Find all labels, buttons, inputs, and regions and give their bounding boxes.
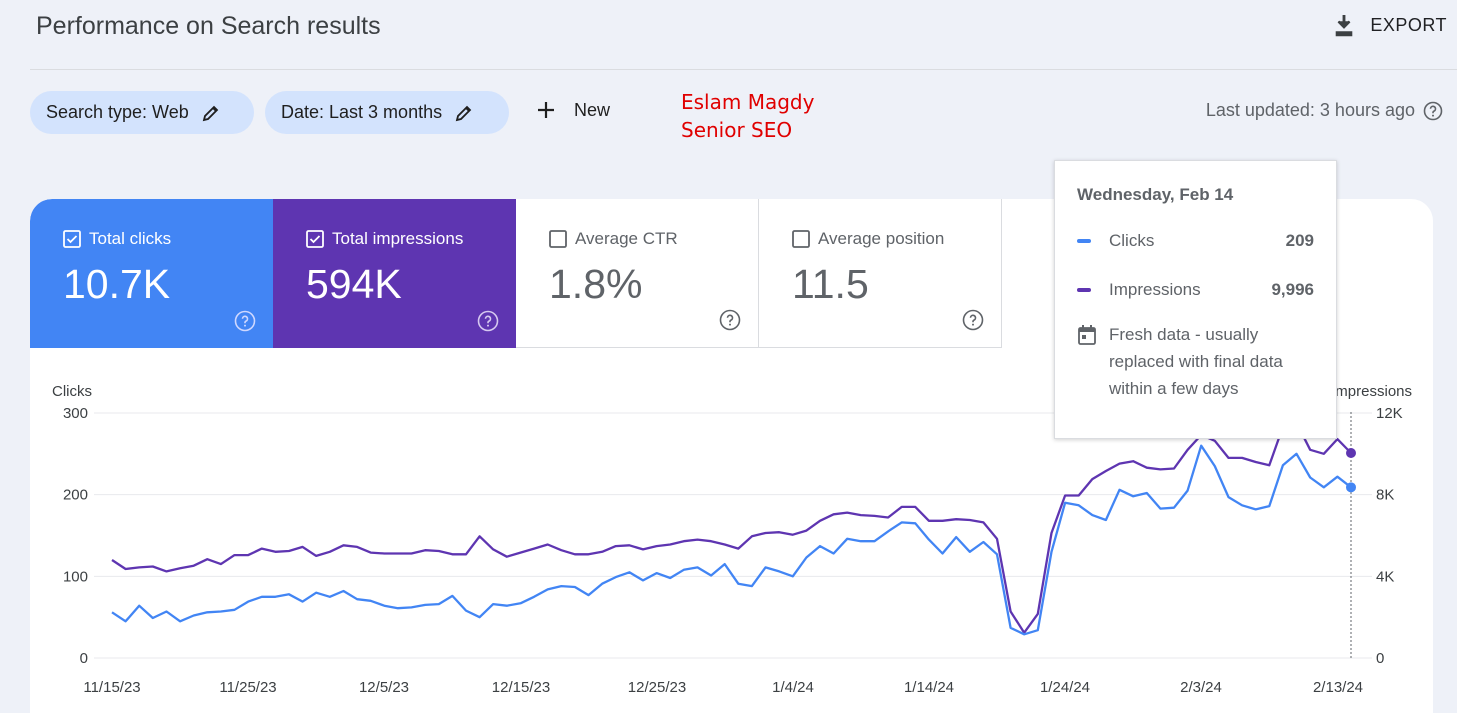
x-axis-ticks: 11/15/23 11/25/23 12/5/23 12/15/23 12/25/23 1…	[83, 679, 1363, 696]
calendar-icon	[1078, 325, 1096, 345]
tooltip-impressions-label: Impressions	[1109, 279, 1201, 299]
tooltip-row-impressions: Impressions 9,996	[1077, 276, 1314, 303]
x-tick-label: 1/14/24	[904, 679, 954, 696]
x-tick-label: 2/3/24	[1180, 679, 1222, 696]
chart-gridlines	[94, 412, 1372, 659]
page-title: Performance on Search results	[36, 12, 381, 40]
impressions-hover-point	[1346, 448, 1356, 459]
tooltip-impressions-value: 9,996	[1271, 279, 1314, 299]
metric-card-total-clicks[interactable]: Total clicks 10.7K	[30, 199, 273, 348]
help-circle-icon[interactable]	[477, 310, 499, 332]
x-tick-label: 1/4/24	[772, 679, 814, 696]
left-axis-label: Clicks	[52, 383, 92, 400]
export-label: EXPORT	[1370, 14, 1447, 35]
checkbox-checked-icon[interactable]	[63, 230, 81, 248]
right-tick-label: 8K	[1376, 487, 1394, 504]
plus-icon	[538, 102, 554, 118]
x-tick-label: 12/25/23	[628, 679, 686, 696]
x-tick-label: 12/5/23	[359, 679, 409, 696]
pencil-icon	[202, 105, 219, 121]
metric-value: 594K	[306, 261, 402, 307]
checkbox-empty-icon[interactable]	[549, 230, 567, 248]
tooltip-clicks-label: Clicks	[1109, 230, 1155, 250]
left-tick-label: 300	[63, 405, 88, 422]
pencil-icon	[455, 105, 472, 121]
help-circle-icon[interactable]	[1423, 101, 1443, 121]
tooltip-note-text: Fresh data - usually replaced with final…	[1109, 325, 1283, 398]
last-updated: Last updated: 3 hours ago	[1206, 100, 1443, 121]
metric-value: 11.5	[792, 261, 869, 307]
metric-label: Total impressions	[332, 229, 464, 248]
download-icon	[1336, 15, 1353, 37]
clicks-series-line	[111, 444, 1352, 636]
right-tick-label: 12K	[1376, 405, 1403, 422]
impressions-series-line	[111, 421, 1352, 634]
tooltip-date: Wednesday, Feb 14	[1077, 185, 1234, 204]
export-button[interactable]: EXPORT	[1332, 12, 1447, 38]
chart-series	[111, 421, 1356, 636]
right-tick-label: 0	[1376, 650, 1384, 667]
help-circle-icon[interactable]	[234, 310, 256, 332]
clicks-legend-dash	[1077, 238, 1091, 243]
tooltip-row-clicks: Clicks 209	[1077, 227, 1314, 254]
metric-label: Average position	[818, 229, 945, 248]
metric-label: Average CTR	[575, 229, 678, 248]
last-updated-text: Last updated: 3 hours ago	[1205, 100, 1415, 120]
metric-card-total-impressions[interactable]: Total impressions 594K	[273, 199, 516, 348]
left-tick-label: 200	[63, 487, 88, 504]
x-tick-label: 12/15/23	[492, 679, 550, 696]
clicks-hover-point	[1346, 482, 1356, 493]
new-filter-button[interactable]: New	[534, 98, 610, 122]
watermark-line-1: Eslam Magdy	[681, 90, 815, 114]
search-type-label: Search type: Web	[46, 102, 189, 122]
x-tick-label: 11/25/23	[219, 679, 276, 696]
x-tick-label: 11/15/23	[83, 679, 140, 696]
date-label: Date: Last 3 months	[281, 102, 443, 122]
x-tick-label: 1/24/24	[1040, 679, 1090, 696]
header-divider	[30, 69, 1457, 70]
watermark-line-2: Senior SEO	[681, 118, 793, 142]
checkbox-empty-icon[interactable]	[792, 230, 810, 248]
left-tick-label: 0	[80, 650, 88, 667]
metric-value: 10.7K	[63, 261, 171, 307]
date-filter-chip[interactable]: Date: Last 3 months	[265, 91, 509, 134]
chart-tooltip: Wednesday, Feb 14 Clicks 209 Impressions…	[1054, 160, 1337, 439]
tooltip-note: Fresh data - usually replaced with final…	[1077, 321, 1314, 402]
new-filter-label: New	[574, 99, 611, 120]
x-tick-label: 2/13/24	[1313, 679, 1363, 696]
help-circle-icon[interactable]	[719, 309, 741, 331]
left-tick-label: 100	[63, 568, 88, 585]
impressions-legend-dash	[1077, 287, 1091, 292]
search-type-filter-chip[interactable]: Search type: Web	[30, 91, 254, 134]
checkbox-checked-icon[interactable]	[306, 230, 324, 248]
metric-card-average-position[interactable]: Average position 11.5	[759, 199, 1002, 348]
metric-value: 1.8%	[549, 261, 643, 307]
help-circle-icon[interactable]	[962, 309, 984, 331]
tooltip-clicks-value: 209	[1285, 230, 1314, 250]
right-axis-label: Impressions	[1331, 383, 1412, 400]
left-axis-ticks: 0 100 200 300	[63, 405, 88, 667]
right-tick-label: 4K	[1376, 568, 1394, 585]
right-axis-ticks: 0 4K 8K 12K	[1376, 405, 1403, 667]
watermark-text: Eslam Magdy Senior SEO	[681, 88, 814, 144]
metric-label: Total clicks	[89, 229, 172, 248]
metric-card-average-ctr[interactable]: Average CTR 1.8%	[516, 199, 759, 348]
